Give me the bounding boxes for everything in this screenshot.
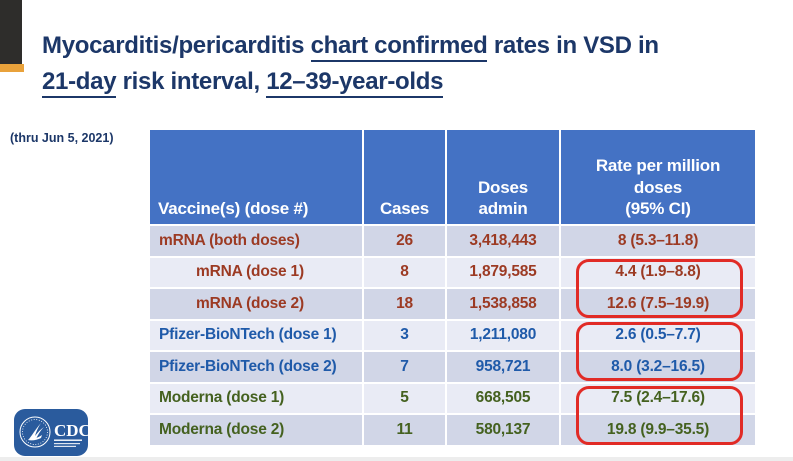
cases-cell: 18 xyxy=(362,287,447,321)
table-row: Moderna (dose 1) 5 668,505 7.5 (2.4–17.6) xyxy=(148,381,757,415)
vaccine-cell: Moderna (dose 2) xyxy=(148,413,364,447)
doses-admin-cell: 1,879,585 xyxy=(445,255,561,289)
page-title: Myocarditis/pericarditis chart confirmed… xyxy=(42,28,772,100)
vaccine-cell: Pfizer-BioNTech (dose 2) xyxy=(148,350,364,384)
table-row: Pfizer-BioNTech (dose 2) 7 958,721 8.0 (3.2… xyxy=(148,350,757,384)
cases-cell: 8 xyxy=(362,255,447,289)
rate-cell: 4.4 (1.9–8.8) xyxy=(559,255,757,289)
table-header-row: Vaccine(s) (dose #) Cases Doses admin Rate p… xyxy=(148,128,757,226)
table-row: Moderna (dose 2) 11 580,137 19.8 (9.9–35.5) xyxy=(148,413,757,447)
column-header: Rate per million doses (95% CI) xyxy=(559,128,757,226)
cases-cell: 11 xyxy=(362,413,447,447)
table-body: mRNA (both doses) 26 3,418,443 8 (5.3–11.8)… xyxy=(148,224,757,447)
column-header: Cases xyxy=(362,128,447,226)
template-accent-bar-gold xyxy=(0,64,24,72)
rates-table: Vaccine(s) (dose #) Cases Doses admin Rate p… xyxy=(148,128,757,447)
doses-admin-cell: 1,211,080 xyxy=(445,318,561,352)
vaccine-cell: Moderna (dose 1) xyxy=(148,381,364,415)
table-row: mRNA (dose 2) 18 1,538,858 12.6 (7.5–19.9) xyxy=(148,287,757,321)
cdc-hhs-eagle-icon: CDC xyxy=(19,416,88,448)
cases-cell: 26 xyxy=(362,224,447,258)
column-header: Vaccine(s) (dose #) xyxy=(148,128,364,226)
vaccine-cell: mRNA (dose 1) xyxy=(148,255,364,289)
table-row: mRNA (both doses) 26 3,418,443 8 (5.3–11.8) xyxy=(148,224,757,258)
column-header: Doses admin xyxy=(445,128,561,226)
title-segment: Myocarditis/pericarditis xyxy=(42,32,311,60)
cases-cell: 7 xyxy=(362,350,447,384)
doses-admin-cell: 1,538,858 xyxy=(445,287,561,321)
doses-admin-cell: 580,137 xyxy=(445,413,561,447)
slide-bottom-edge xyxy=(0,457,793,461)
rate-cell: 19.8 (9.9–35.5) xyxy=(559,413,757,447)
cdc-logo-text: CDC xyxy=(54,421,88,440)
table-row: mRNA (dose 1) 8 1,879,585 4.4 (1.9–8.8) xyxy=(148,255,757,289)
template-accent-bar-black xyxy=(0,0,22,64)
cases-cell: 3 xyxy=(362,318,447,352)
vaccine-cell: Pfizer-BioNTech (dose 1) xyxy=(148,318,364,352)
date-note: (thru Jun 5, 2021) xyxy=(10,131,114,145)
cases-cell: 5 xyxy=(362,381,447,415)
title-segment: 21-day xyxy=(42,68,117,99)
rate-cell: 12.6 (7.5–19.9) xyxy=(559,287,757,321)
rate-cell: 8.0 (3.2–16.5) xyxy=(559,350,757,384)
vaccine-cell: mRNA (dose 2) xyxy=(148,287,364,321)
rate-cell: 2.6 (0.5–7.7) xyxy=(559,318,757,352)
rate-cell: 7.5 (2.4–17.6) xyxy=(559,381,757,415)
title-segment: chart confirmed xyxy=(310,32,488,63)
rate-cell: 8 (5.3–11.8) xyxy=(559,224,757,258)
cdc-logo: CDC xyxy=(14,409,88,456)
doses-admin-cell: 668,505 xyxy=(445,381,561,415)
doses-admin-cell: 958,721 xyxy=(445,350,561,384)
vaccine-cell: mRNA (both doses) xyxy=(148,224,364,258)
title-segment: risk interval, xyxy=(116,68,267,96)
doses-admin-cell: 3,418,443 xyxy=(445,224,561,258)
table-row: Pfizer-BioNTech (dose 1) 3 1,211,080 2.6 (0… xyxy=(148,318,757,352)
title-segment: rates in VSD in xyxy=(487,32,659,60)
title-segment: 12–39-year-olds xyxy=(266,68,443,99)
table-header: Vaccine(s) (dose #) Cases Doses admin Rate p… xyxy=(148,128,757,226)
